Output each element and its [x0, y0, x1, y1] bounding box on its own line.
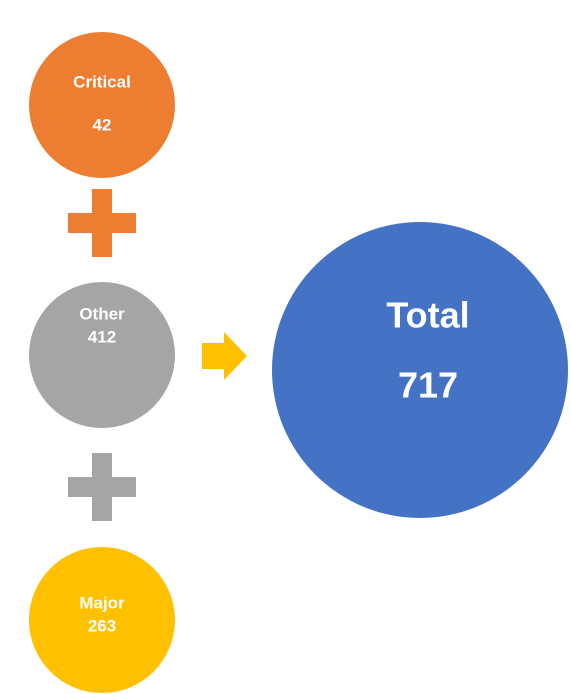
node-value: 42: [93, 115, 112, 134]
node-label: Critical: [73, 72, 131, 91]
result-label: Total: [386, 295, 469, 336]
total-circle: [272, 222, 568, 518]
node-label: Major: [79, 593, 125, 612]
result-value: 717: [398, 365, 458, 406]
plus-sign: [68, 189, 136, 257]
other-circle: [29, 282, 175, 428]
critical-circle: [29, 32, 175, 178]
arrow: [202, 332, 247, 380]
plus-sign: [68, 453, 136, 521]
node-value: 263: [88, 616, 116, 635]
major-circle: [29, 547, 175, 693]
node-value: 412: [88, 327, 116, 346]
node-label: Other: [79, 304, 125, 323]
